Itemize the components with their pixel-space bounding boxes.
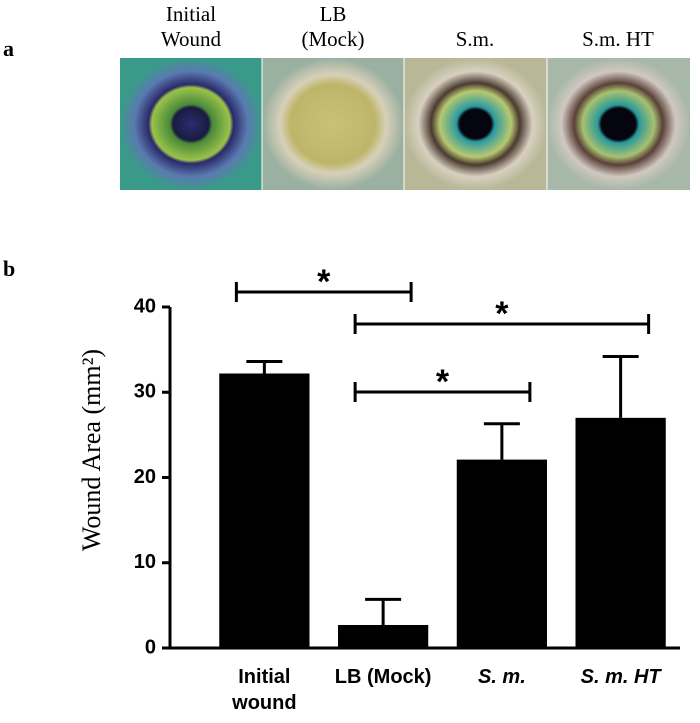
x-tick-label: LB (Mock)	[334, 666, 432, 688]
error-bar	[602, 354, 639, 418]
panel-letter: b	[3, 256, 16, 281]
photo-label: LB (Mock)	[301, 2, 365, 51]
photo	[262, 58, 404, 190]
error-bar	[483, 422, 520, 460]
photo	[404, 58, 547, 190]
significance-bracket	[353, 382, 532, 402]
significance-bracket	[353, 314, 651, 334]
y-tick-label: 30	[134, 381, 156, 403]
bar	[456, 459, 547, 648]
photo	[120, 58, 262, 190]
error-bar	[365, 597, 402, 625]
y-tick-label: 40	[134, 295, 156, 317]
x-tick-label: S. m. HT	[580, 666, 661, 688]
significance-bracket	[234, 282, 413, 302]
significance-label: *	[495, 295, 509, 333]
error-bar	[246, 360, 283, 374]
y-axis-label: Wound Area (mm²)	[77, 349, 106, 551]
bar	[575, 417, 666, 648]
bar	[219, 373, 310, 648]
x-tick-label: S. m.	[477, 666, 526, 688]
photo-label: S.m. HT	[582, 27, 654, 51]
y-tick-label: 10	[134, 551, 156, 573]
x-tick-label: Initial wound	[232, 666, 297, 714]
photo-label: Initial Wound	[160, 2, 222, 51]
y-tick-label: 0	[145, 636, 156, 658]
significance-label: *	[436, 363, 450, 401]
photo	[547, 58, 690, 190]
photo-strip	[120, 58, 690, 190]
significance-label: *	[317, 263, 331, 301]
bar	[338, 624, 429, 648]
photo-label: S.m.	[455, 27, 495, 51]
panel-letter: a	[3, 36, 14, 61]
y-tick-label: 20	[134, 466, 156, 488]
